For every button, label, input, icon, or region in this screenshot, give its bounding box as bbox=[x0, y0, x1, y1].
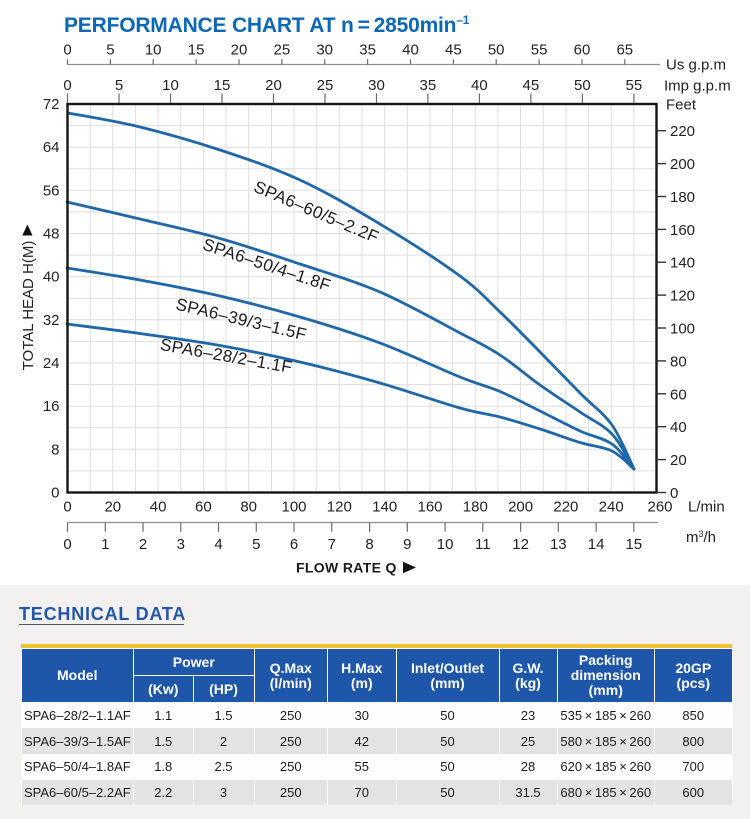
svg-text:180: 180 bbox=[670, 189, 695, 206]
svg-text:55: 55 bbox=[626, 77, 643, 94]
svg-text:20: 20 bbox=[104, 499, 121, 516]
svg-text:12: 12 bbox=[512, 536, 529, 553]
svg-text:2: 2 bbox=[139, 536, 147, 553]
svg-text:Feet: Feet bbox=[666, 97, 697, 114]
svg-text:m3/h: m3/h bbox=[686, 529, 716, 546]
svg-text:0: 0 bbox=[63, 499, 71, 516]
svg-text:64: 64 bbox=[43, 139, 60, 156]
svg-text:25: 25 bbox=[274, 42, 291, 59]
svg-text:6: 6 bbox=[290, 536, 298, 553]
svg-text:0: 0 bbox=[63, 42, 71, 59]
svg-text:80: 80 bbox=[670, 353, 687, 370]
svg-text:35: 35 bbox=[420, 77, 437, 94]
svg-text:56: 56 bbox=[43, 182, 60, 199]
svg-text:8: 8 bbox=[51, 441, 59, 458]
svg-text:10: 10 bbox=[162, 77, 179, 94]
svg-text:140: 140 bbox=[372, 499, 397, 516]
svg-text:5: 5 bbox=[106, 42, 114, 59]
svg-text:14: 14 bbox=[588, 536, 605, 553]
svg-text:160: 160 bbox=[670, 222, 695, 239]
svg-text:13: 13 bbox=[550, 536, 567, 553]
svg-text:20: 20 bbox=[265, 77, 282, 94]
svg-text:7: 7 bbox=[328, 536, 336, 553]
svg-text:0: 0 bbox=[63, 536, 71, 553]
svg-text:10: 10 bbox=[145, 42, 162, 59]
svg-text:1: 1 bbox=[101, 536, 109, 553]
svg-text:55: 55 bbox=[531, 42, 548, 59]
svg-text:24: 24 bbox=[43, 355, 60, 372]
svg-text:50: 50 bbox=[488, 42, 505, 59]
svg-text:TOTAL HEAD H(M): TOTAL HEAD H(M) bbox=[20, 241, 37, 371]
svg-text:30: 30 bbox=[316, 42, 333, 59]
svg-text:8: 8 bbox=[365, 536, 373, 553]
svg-text:60: 60 bbox=[574, 42, 591, 59]
svg-text:0: 0 bbox=[51, 485, 59, 502]
svg-text:FLOW RATE Q: FLOW RATE Q bbox=[296, 560, 397, 576]
svg-text:10: 10 bbox=[437, 536, 454, 553]
svg-text:72: 72 bbox=[43, 96, 60, 113]
svg-text:Us g.p.m: Us g.p.m bbox=[666, 57, 726, 74]
svg-text:160: 160 bbox=[417, 499, 442, 516]
svg-text:65: 65 bbox=[616, 42, 633, 59]
svg-text:60: 60 bbox=[195, 499, 212, 516]
svg-text:16: 16 bbox=[43, 398, 60, 415]
svg-text:Imp g.p.m: Imp g.p.m bbox=[664, 78, 731, 95]
svg-text:220: 220 bbox=[670, 123, 695, 140]
svg-text:40: 40 bbox=[670, 419, 687, 436]
svg-text:40: 40 bbox=[43, 269, 60, 286]
svg-text:40: 40 bbox=[150, 499, 167, 516]
svg-text:50: 50 bbox=[574, 77, 591, 94]
svg-text:25: 25 bbox=[317, 77, 334, 94]
svg-text:30: 30 bbox=[368, 77, 385, 94]
svg-text:15: 15 bbox=[625, 536, 642, 553]
svg-text:120: 120 bbox=[670, 288, 695, 305]
svg-text:32: 32 bbox=[43, 312, 60, 329]
svg-text:60: 60 bbox=[670, 386, 687, 403]
svg-text:45: 45 bbox=[445, 42, 462, 59]
svg-text:260: 260 bbox=[647, 499, 672, 516]
svg-text:0: 0 bbox=[63, 77, 71, 94]
svg-text:80: 80 bbox=[240, 499, 257, 516]
svg-text:120: 120 bbox=[327, 499, 352, 516]
svg-text:140: 140 bbox=[670, 255, 695, 272]
svg-text:48: 48 bbox=[43, 226, 60, 243]
svg-text:5: 5 bbox=[252, 536, 260, 553]
svg-text:100: 100 bbox=[670, 321, 695, 338]
svg-text:5: 5 bbox=[115, 77, 123, 94]
svg-text:200: 200 bbox=[670, 156, 695, 173]
svg-text:15: 15 bbox=[188, 42, 205, 59]
svg-text:45: 45 bbox=[523, 77, 540, 94]
svg-text:3: 3 bbox=[177, 536, 185, 553]
svg-text:20: 20 bbox=[231, 42, 248, 59]
svg-text:9: 9 bbox=[403, 536, 411, 553]
svg-text:0: 0 bbox=[670, 485, 678, 502]
svg-text:35: 35 bbox=[359, 42, 376, 59]
svg-text:L/min: L/min bbox=[688, 499, 725, 516]
svg-text:180: 180 bbox=[463, 499, 488, 516]
svg-text:15: 15 bbox=[214, 77, 231, 94]
svg-text:240: 240 bbox=[599, 499, 624, 516]
svg-text:220: 220 bbox=[553, 499, 578, 516]
svg-text:20: 20 bbox=[670, 452, 687, 469]
svg-text:11: 11 bbox=[475, 536, 491, 553]
svg-text:100: 100 bbox=[281, 499, 306, 516]
svg-text:4: 4 bbox=[214, 536, 222, 553]
svg-text:40: 40 bbox=[402, 42, 419, 59]
svg-text:40: 40 bbox=[471, 77, 488, 94]
svg-text:200: 200 bbox=[508, 499, 533, 516]
